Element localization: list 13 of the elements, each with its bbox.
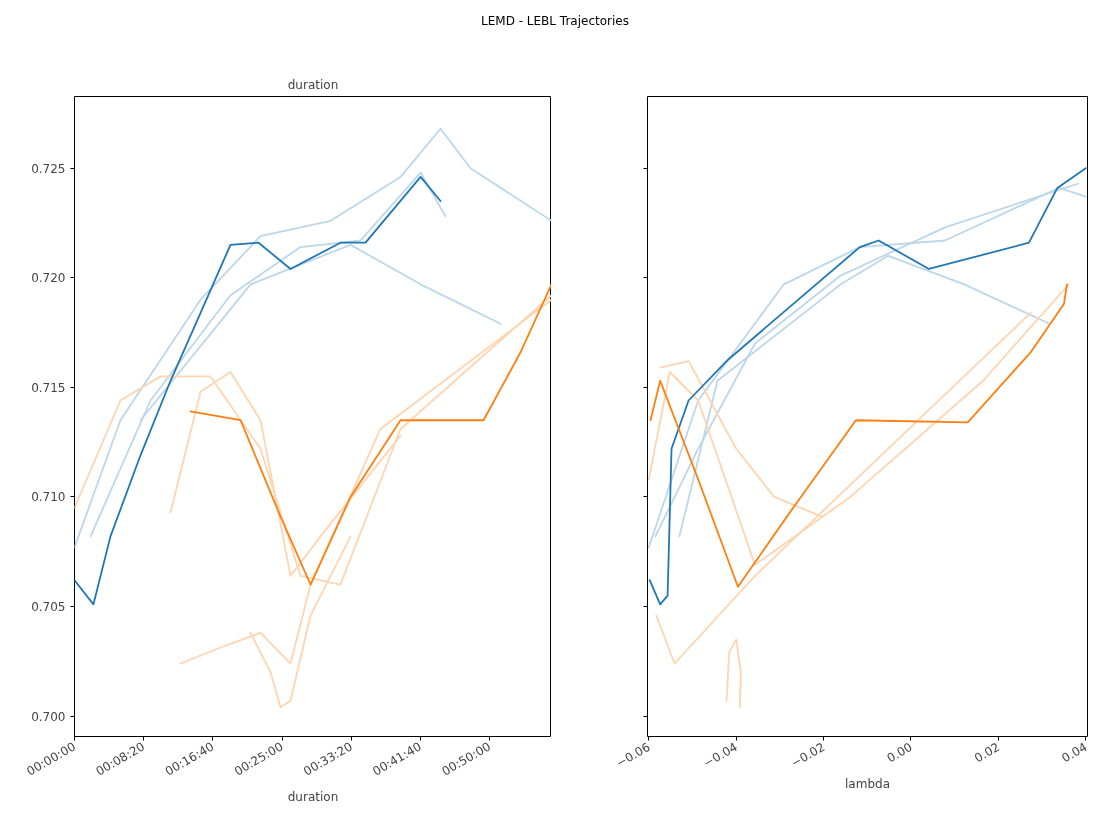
y-tick-label: 0.720	[31, 271, 66, 286]
x-tick-label: 0.00	[884, 739, 915, 766]
chart-title: duration	[287, 77, 339, 92]
x-axis-title: lambda	[845, 776, 890, 791]
y-tick-label: 0.715	[31, 380, 66, 395]
x-tick-label: 0.02	[971, 739, 1003, 766]
y-tick-label: 0.710	[31, 490, 66, 505]
x-axis-title: duration	[287, 789, 339, 804]
y-tick-label: 0.705	[31, 600, 66, 615]
text: LEMD - LEBL Trajectories	[481, 13, 629, 30]
y-tick-label: 0.700	[31, 709, 66, 724]
x-tick-label: 0.04	[1059, 739, 1090, 766]
y-tick-label: 0.725	[31, 161, 66, 176]
